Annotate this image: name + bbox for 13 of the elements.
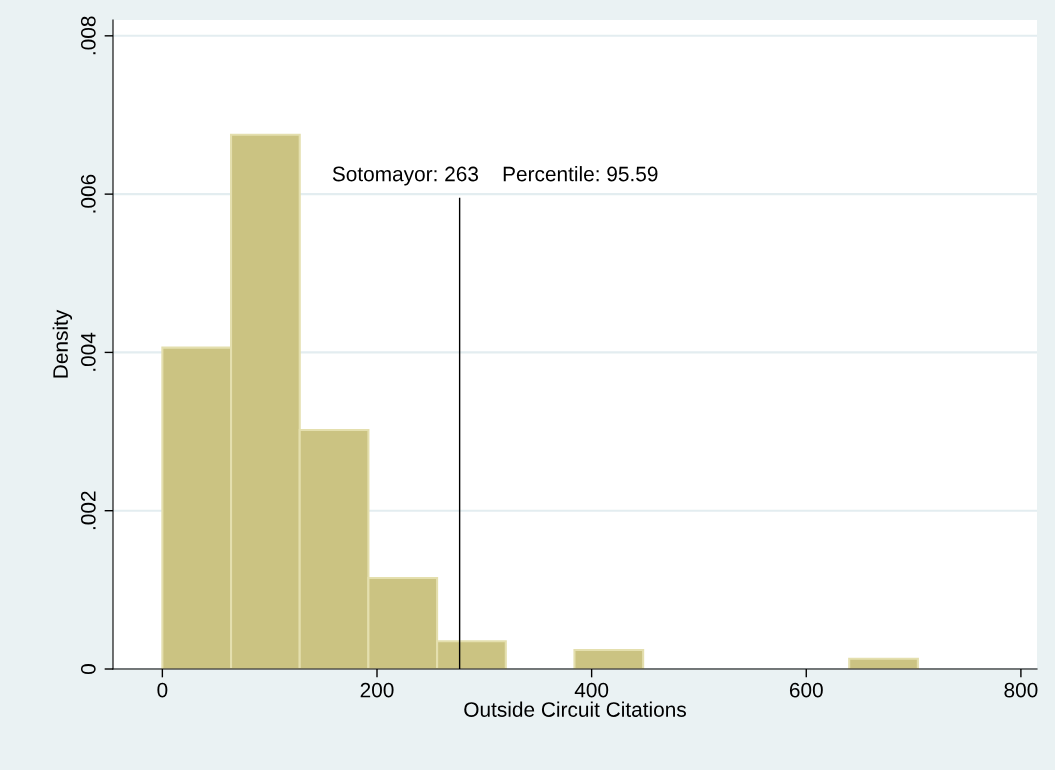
y-axis-title: Density <box>52 309 73 378</box>
x-tick-label: 600 <box>789 682 823 698</box>
x-tick-label: 400 <box>574 682 609 698</box>
y-tick-label: .008 <box>80 16 96 55</box>
x-axis-title: Outside Circuit Citations <box>464 701 686 717</box>
y-tick-label: .004 <box>80 332 96 371</box>
y-tick-label: 0 <box>80 664 96 674</box>
y-tick-label: .002 <box>80 491 96 530</box>
x-tick-label: 800 <box>1004 682 1038 698</box>
x-tick-label: 200 <box>360 682 394 698</box>
x-tick-label: 0 <box>157 682 168 698</box>
annotation: Sotomayor: 263 Percentile: 95.59 <box>332 166 658 186</box>
y-tick-label: .006 <box>80 174 96 213</box>
